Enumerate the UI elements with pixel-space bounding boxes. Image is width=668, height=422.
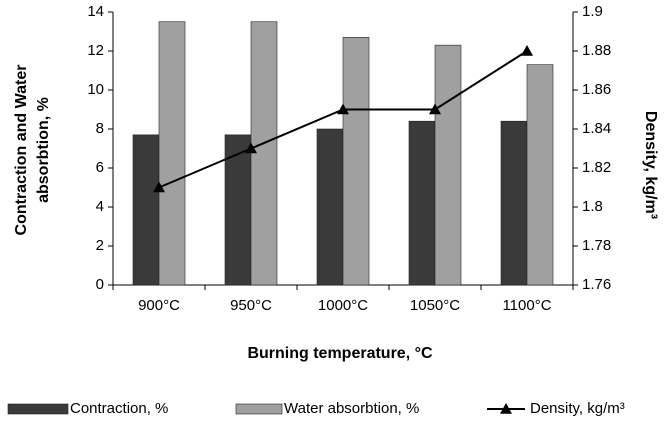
bar [250, 21, 278, 286]
density-marker [245, 142, 257, 154]
bar [132, 134, 160, 286]
y-tick-label: 10 [87, 81, 104, 98]
y-tick-label: 12 [87, 42, 104, 59]
density-marker [337, 103, 349, 115]
x-tick-label: 1100°C [502, 297, 551, 314]
y2-tick-label: 1.82 [582, 159, 611, 176]
y-tick-label: 6 [96, 159, 104, 176]
legend-marker [500, 403, 512, 414]
x-axis-label: Burning temperature, °C [247, 345, 433, 362]
bar [434, 44, 462, 286]
bar [158, 21, 186, 286]
x-tick-label: 950°C [230, 297, 272, 314]
x-tick-label: 1000°C [318, 297, 368, 314]
legend-label: Contraction, % [70, 400, 168, 417]
y2-tick-label: 1.86 [582, 81, 611, 98]
y2-tick-label: 1.84 [582, 120, 611, 137]
bar [408, 120, 436, 286]
y2-tick-label: 1.8 [582, 198, 603, 215]
bar [500, 120, 528, 286]
bar [526, 64, 554, 286]
y-tick-label: 2 [96, 237, 104, 254]
y-axis-label: absorbtion, % [35, 97, 52, 203]
x-tick-label: 1050°C [410, 297, 460, 314]
y2-tick-label: 1.88 [582, 42, 611, 59]
legend-label: Water absorbtion, % [284, 400, 419, 417]
y2-tick-label: 1.78 [582, 237, 611, 254]
legend-swatch [7, 403, 69, 415]
bar [224, 134, 252, 286]
y2-axis-label: Density, kg/m³ [642, 111, 659, 219]
bar [342, 37, 370, 286]
density-marker [521, 45, 533, 56]
y-tick-label: 8 [96, 120, 104, 137]
density-marker [429, 103, 441, 115]
y-tick-label: 0 [96, 276, 104, 293]
y-tick-label: 14 [87, 3, 104, 20]
legend-label: Density, kg/m³ [530, 400, 625, 417]
density-marker [153, 181, 165, 193]
legend-swatch [235, 403, 283, 415]
y2-tick-label: 1.9 [582, 3, 603, 20]
y2-tick-label: 1.76 [582, 276, 611, 293]
x-tick-label: 900°C [138, 297, 180, 314]
bar [316, 128, 344, 286]
y-tick-label: 4 [96, 198, 104, 215]
y-axis-label: Contraction and Water [13, 65, 30, 236]
